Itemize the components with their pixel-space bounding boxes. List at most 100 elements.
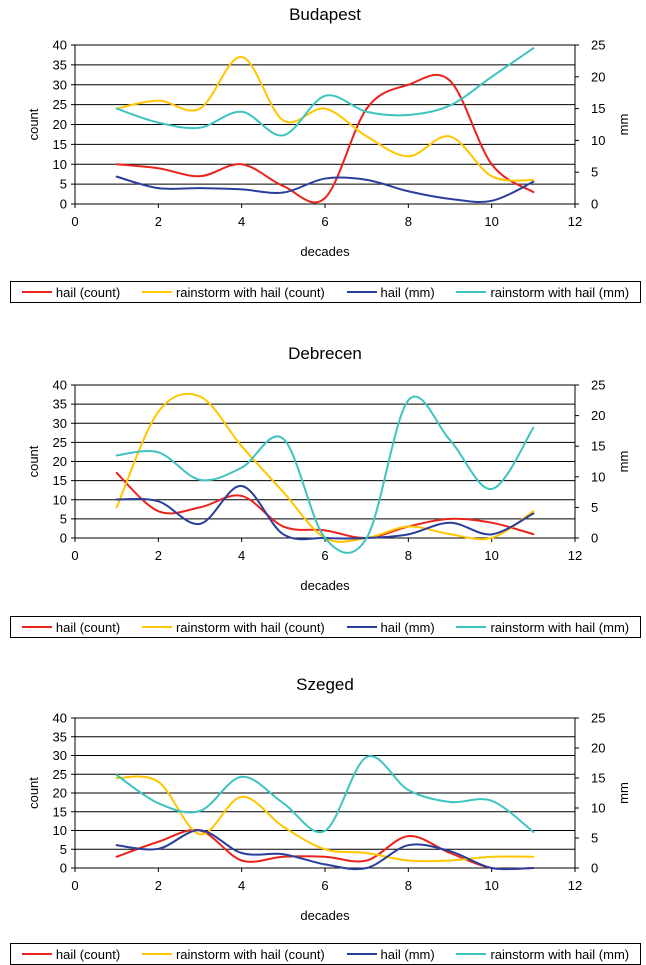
y2-axis-label: mm	[616, 451, 631, 473]
legend-swatch	[346, 953, 377, 955]
x-tick-label: 0	[71, 214, 78, 229]
y-tick-label: 30	[53, 416, 67, 431]
y-tick-label: 5	[60, 511, 67, 526]
data-point-hail-mm	[490, 199, 493, 202]
chart-legend: hail (count) rainstorm with hail (count) h…	[10, 281, 641, 303]
szeged-chart: Szeged 0 5 10 15 20 25 30 35 40 0 5 10 15 20 25 0 2 4 6 8 10 1…	[26, 675, 631, 923]
data-point-hail-count	[324, 855, 326, 858]
y2-tick-label: 10	[591, 133, 605, 148]
series-line-rainstorm-with-hail-mm	[115, 755, 535, 834]
data-point-hail-mm	[407, 844, 410, 847]
data-point-hail-mm	[240, 852, 243, 854]
y2-tick-label: 20	[591, 69, 605, 84]
y2-tick-label: 5	[591, 831, 598, 846]
y-tick-label: 10	[53, 823, 67, 838]
y2-tick-label: 15	[591, 771, 605, 786]
data-point-hail-count	[365, 107, 368, 110]
data-point-hail-mm	[365, 867, 368, 869]
y-tick-label: 0	[60, 861, 67, 876]
data-point-rainstorm-with-hail-count	[157, 99, 160, 102]
data-point-rainstorm-with-hail-count	[407, 859, 410, 862]
data-point-hail-count	[407, 835, 410, 838]
x-tick-label: 6	[321, 878, 328, 893]
data-point-rainstorm-with-hail-count	[199, 107, 201, 110]
y-tick-label: 15	[53, 137, 67, 152]
y-tick-label: 5	[60, 842, 67, 857]
x-tick-label: 10	[484, 548, 498, 563]
data-point-rainstorm-with-hail-mm	[282, 437, 285, 440]
legend-swatch	[21, 626, 52, 628]
series-line-rainstorm-with-hail-count	[115, 392, 535, 543]
data-point-hail-count	[324, 197, 326, 199]
data-point-hail-mm	[115, 844, 118, 847]
data-point-hail-mm	[282, 191, 285, 194]
data-point-hail-count	[199, 175, 201, 178]
data-point-hail-mm	[199, 187, 201, 190]
data-point-hail-count	[157, 167, 160, 170]
chart-title: Szeged	[296, 675, 354, 694]
data-point-rainstorm-with-hail-mm	[532, 47, 535, 50]
data-point-rainstorm-with-hail-mm	[115, 454, 118, 457]
data-point-hail-mm	[532, 180, 535, 183]
data-point-hail-mm	[324, 863, 326, 866]
data-point-rainstorm-with-hail-count	[199, 395, 201, 398]
x-tick-label: 8	[405, 214, 412, 229]
legend-swatch	[456, 953, 487, 955]
legend-label: hail (count)	[55, 284, 121, 300]
data-point-hail-count	[282, 855, 285, 858]
x-tick-label: 4	[238, 878, 245, 893]
chart-legend: hail (count) rainstorm with hail (count) h…	[10, 943, 641, 965]
legend-swatch	[346, 291, 377, 293]
legend-swatch	[141, 291, 172, 293]
legend-swatch	[141, 953, 172, 955]
data-point-hail-count	[490, 163, 493, 166]
y2-tick-label: 5	[591, 500, 598, 515]
data-point-hail-mm	[199, 829, 201, 832]
data-point-rainstorm-with-hail-count	[407, 155, 410, 158]
y-tick-label: 30	[53, 77, 67, 92]
y2-tick-label: 25	[591, 38, 605, 53]
x-tick-label: 0	[71, 548, 78, 563]
data-point-rainstorm-with-hail-mm	[115, 774, 118, 776]
data-point-rainstorm-with-hail-mm	[240, 110, 243, 113]
chart-title: Budapest	[289, 5, 361, 24]
legend-label: rainstorm with hail (count)	[175, 619, 325, 635]
data-point-rainstorm-with-hail-mm	[199, 478, 201, 481]
data-point-hail-mm	[407, 533, 410, 536]
data-point-hail-count	[199, 506, 201, 509]
chart-title: Debrecen	[288, 344, 362, 363]
data-point-hail-count	[490, 521, 493, 524]
data-point-hail-mm	[282, 533, 285, 536]
data-point-rainstorm-with-hail-count	[115, 506, 118, 509]
x-axis-label: decades	[300, 578, 350, 593]
data-point-hail-count	[532, 533, 535, 536]
y-tick-label: 15	[53, 473, 67, 488]
legend-swatch	[141, 626, 172, 628]
series-line-rainstorm-with-hail-mm	[115, 395, 535, 554]
x-tick-label: 2	[155, 548, 162, 563]
legend-item: hail (mm)	[346, 946, 435, 962]
data-point-rainstorm-with-hail-count	[449, 135, 451, 138]
y-axis-label: count	[26, 445, 41, 477]
data-point-rainstorm-with-hail-mm	[157, 121, 160, 124]
data-point-hail-mm	[115, 498, 118, 501]
data-point-hail-mm	[240, 485, 243, 487]
data-point-hail-count	[157, 840, 160, 843]
x-tick-label: 10	[484, 878, 498, 893]
data-point-hail-count	[240, 859, 243, 862]
legend-label: rainstorm with hail (count)	[175, 284, 325, 300]
legend-item: hail (mm)	[346, 285, 435, 300]
data-point-rainstorm-with-hail-count	[532, 179, 535, 182]
x-tick-label: 4	[238, 548, 245, 563]
y-tick-label: 20	[53, 117, 67, 132]
data-point-hail-mm	[490, 533, 493, 536]
data-point-rainstorm-with-hail-count	[324, 107, 326, 110]
budapest-chart: Budapest 0 5 10 15 20 25 30 35 40 0 5 10 15 20 25 0 2 4 6 8 1…	[26, 5, 631, 259]
series-line-hail-count	[115, 73, 535, 204]
data-point-hail-count	[240, 163, 243, 166]
data-point-rainstorm-with-hail-count	[240, 56, 243, 58]
data-point-rainstorm-with-hail-mm	[407, 399, 410, 402]
legend-label: hail (mm)	[380, 946, 435, 962]
y-tick-label: 25	[53, 767, 67, 782]
